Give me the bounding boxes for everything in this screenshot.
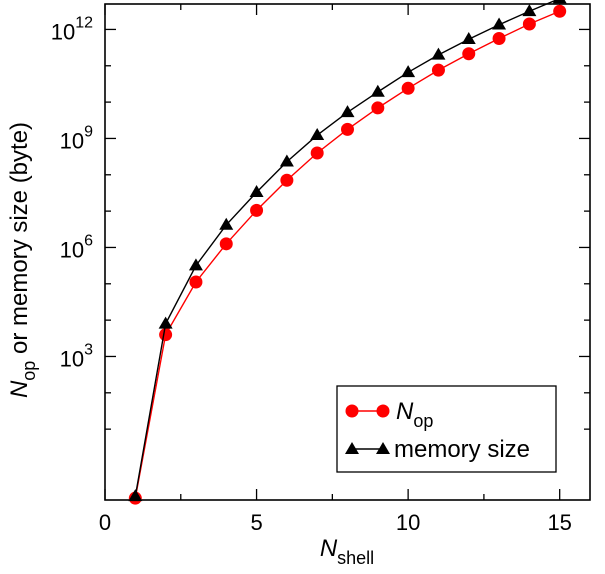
data-point-triangle (492, 17, 507, 30)
data-point-triangle (249, 185, 264, 198)
data-point-triangle (431, 47, 446, 60)
legend-marker-nop (345, 404, 359, 418)
data-point-circle (189, 275, 203, 289)
x-tick-label: 5 (250, 510, 262, 535)
data-point-triangle (401, 65, 416, 78)
data-point-circle (401, 81, 415, 95)
y-tick-label: 103 (60, 341, 93, 371)
data-point-circle (522, 17, 536, 31)
ticks: 0 5 10 15 103 106 109 1012 (51, 4, 590, 535)
legend-marker-memory (345, 442, 359, 454)
data-point-circle (431, 63, 445, 77)
legend-marker-memory (376, 442, 390, 454)
x-tick-label: 0 (99, 510, 111, 535)
data-point-triangle (188, 258, 203, 271)
y-axis-title: Nop or memory size (byte) (6, 122, 39, 398)
y-tick-label: 106 (60, 232, 93, 262)
data-point-triangle (522, 4, 537, 17)
data-point-triangle (279, 154, 294, 167)
data-point-triangle (340, 105, 355, 118)
data-point-circle (371, 101, 385, 115)
data-point-triangle (461, 32, 476, 45)
data-point-circle (341, 122, 354, 136)
data-point-triangle (370, 84, 385, 97)
data-point-triangle (219, 217, 234, 230)
legend: Nop memory size (336, 385, 557, 473)
data-point-triangle (128, 489, 143, 502)
data-point-triangle (552, 0, 567, 4)
plot-frame (104, 3, 591, 501)
axis-titles: Nshell Nop or memory size (byte) (6, 122, 374, 568)
data-point-circle (492, 32, 506, 46)
data-point-circle (250, 203, 264, 217)
data-point-triangle (158, 316, 173, 329)
legend-marker-nop (376, 404, 390, 418)
y-tick-label: 1012 (51, 14, 93, 44)
legend-label-nop: Nop (396, 398, 433, 431)
data-point-circle (462, 47, 476, 61)
data-point-triangle (310, 127, 325, 140)
data-point-circle (280, 173, 294, 187)
x-tick-label: 10 (396, 510, 420, 535)
series-memory-size (128, 0, 567, 502)
data-point-circle (159, 328, 173, 342)
data-point-circle (553, 4, 567, 18)
series-layer (128, 0, 567, 505)
legend-box (336, 385, 557, 473)
x-axis-title: Nshell (320, 535, 374, 568)
y-tick-label: 109 (60, 123, 93, 153)
series-nop (128, 4, 567, 505)
data-point-circle (310, 146, 324, 160)
x-tick-label: 15 (547, 510, 571, 535)
data-point-circle (219, 237, 233, 251)
axes (104, 3, 591, 501)
legend-label-memory: memory size (394, 436, 530, 463)
